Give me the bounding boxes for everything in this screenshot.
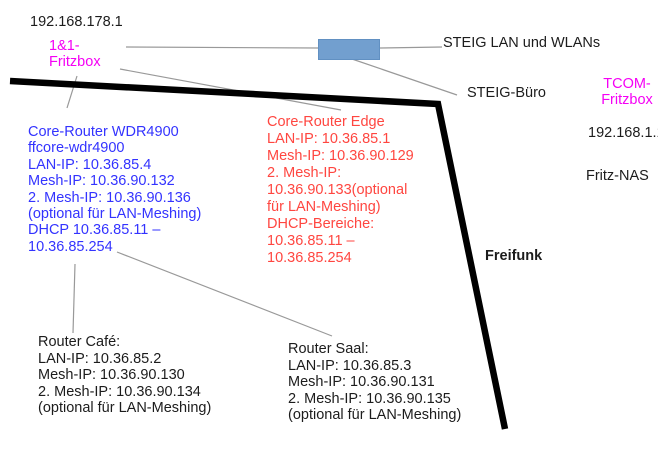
connector-fritzbox-to-edge (119, 68, 342, 111)
connector-switch-to-buero (351, 58, 458, 96)
label-core-router-wdr4900: Core-Router WDR4900 ffcore-wdr4900 LAN-I… (28, 124, 202, 255)
label-tcom-fritzbox: TCOM- Fritzbox (601, 76, 653, 108)
label-freifunk-zone: Freifunk (485, 248, 543, 264)
label-steig-lan-wlans: STEIG LAN und WLANs (443, 35, 601, 51)
label-router-saal: Router Saal: LAN-IP: 10.36.85.3 Mesh-IP:… (288, 341, 462, 423)
label-router-cafe: Router Café: LAN-IP: 10.36.85.2 Mesh-IP:… (38, 334, 212, 416)
label-steig-buero: STEIG-Büro (467, 85, 546, 101)
label-tcom-fritzbox-ip: 192.168.1.1 (588, 125, 658, 141)
label-1und1-fritzbox-ip: 192.168.178.1 (30, 14, 123, 30)
label-1und1-fritzbox: 1&1- Fritzbox (49, 38, 101, 70)
label-fritz-nas: Fritz-NAS (586, 168, 649, 184)
lan-switch-node (318, 39, 380, 60)
connector-fritzbox-to-wdr4900 (66, 75, 78, 109)
connector-wdr4900-to-cafe (72, 263, 76, 334)
connector-switch-to-steiglan (379, 46, 443, 49)
connector-1und1-to-switch (125, 46, 319, 49)
label-core-router-edge: Core-Router Edge LAN-IP: 10.36.85.1 Mesh… (267, 114, 414, 266)
